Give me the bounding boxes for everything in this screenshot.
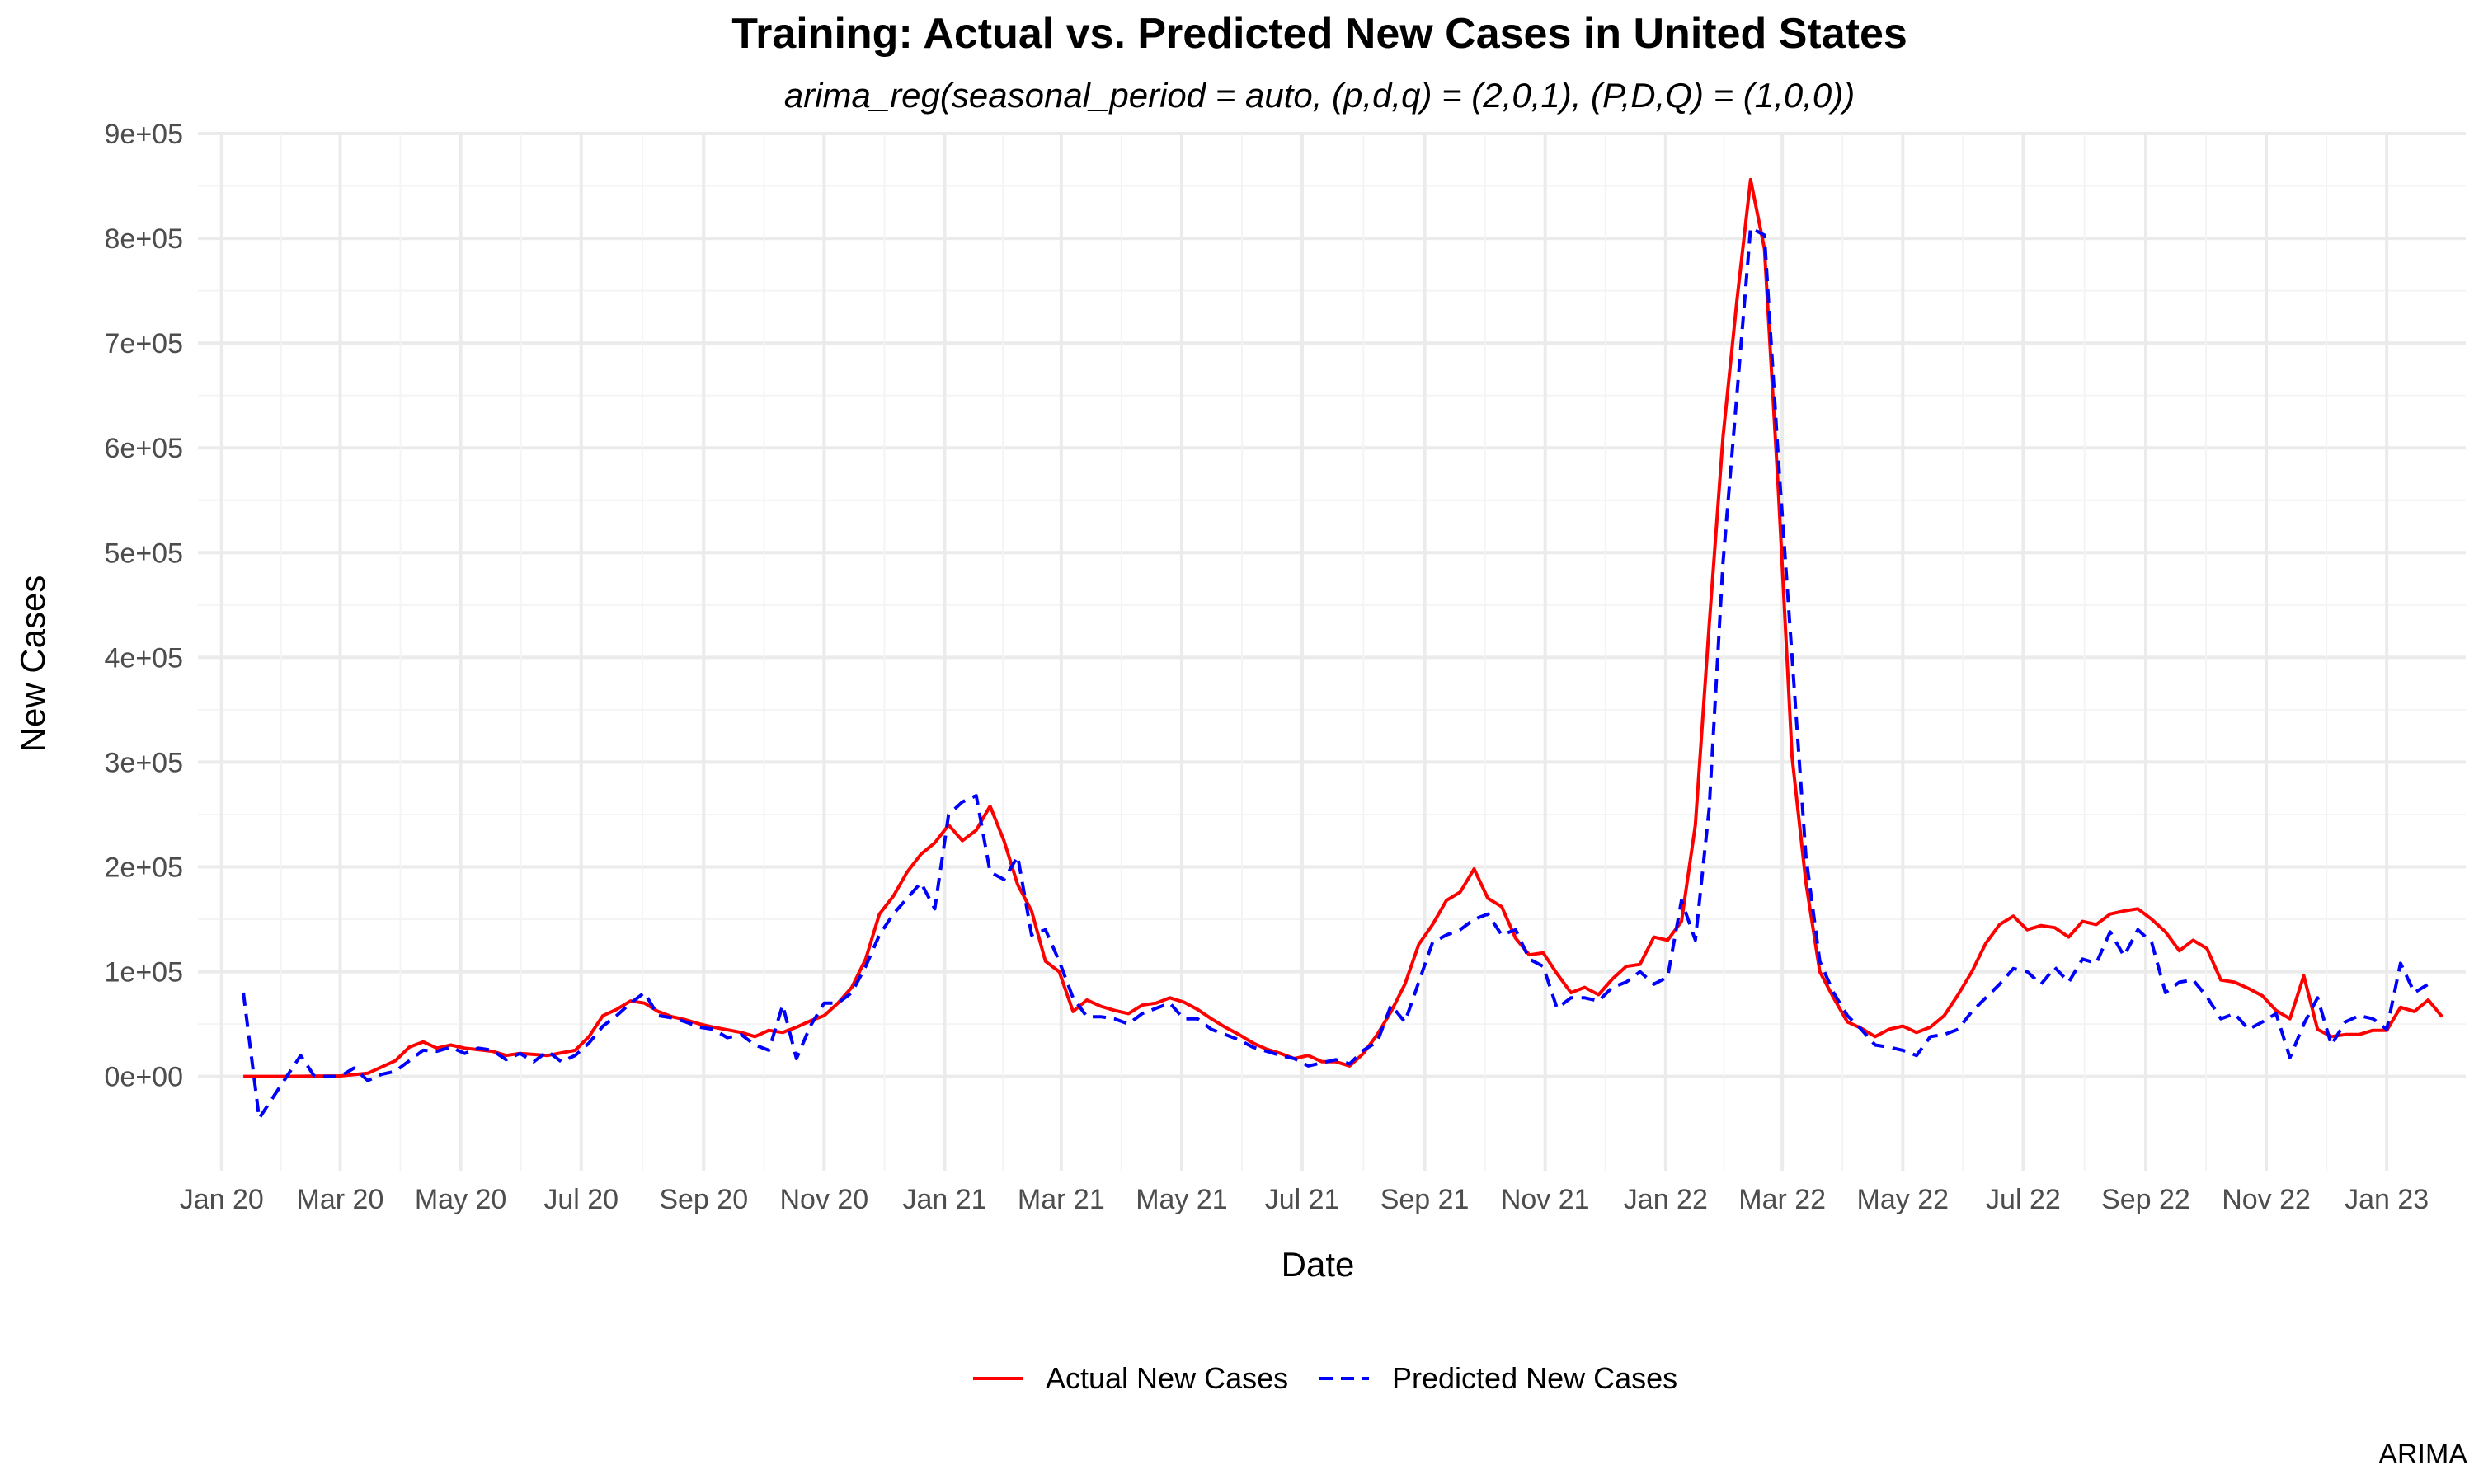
x-tick-label: Sep 20 [659, 1184, 748, 1215]
x-tick-label: Jan 23 [2345, 1184, 2429, 1215]
legend-label-actual: Actual New Cases [1046, 1361, 1288, 1395]
legend-label-predicted: Predicted New Cases [1392, 1361, 1677, 1395]
x-tick-label: Sep 22 [2101, 1184, 2190, 1215]
y-axis-ticks: 0e+00 1e+05 2e+05 3e+05 4e+05 5e+05 6e+05 7e+05… [105, 119, 184, 1093]
legend: Actual New Cases Predicted New Cases [973, 1361, 1677, 1395]
y-tick-label: 3e+05 [105, 747, 184, 778]
series-line-actual [243, 177, 2443, 1078]
chart-subtitle: arima_reg(seasonal_period = auto, (p,d,q… [784, 76, 1855, 115]
chart-caption: ARIMA [2378, 1439, 2467, 1470]
x-tick-label: Mar 22 [1738, 1184, 1826, 1215]
y-tick-label: 6e+05 [105, 433, 184, 464]
x-tick-label: Jan 21 [902, 1184, 986, 1215]
series-layer [242, 177, 2443, 1120]
y-axis-label: New Cases [13, 575, 52, 753]
y-tick-label: 8e+05 [105, 223, 184, 255]
y-tick-label: 1e+05 [105, 957, 184, 989]
x-tick-label: Jul 22 [1986, 1184, 2061, 1215]
y-tick-label: 7e+05 [105, 328, 184, 359]
y-tick-label: 2e+05 [105, 852, 184, 883]
x-tick-label: Nov 20 [779, 1184, 868, 1215]
x-tick-label: Nov 21 [1501, 1184, 1590, 1215]
y-tick-label: 9e+05 [105, 119, 184, 150]
grid [198, 132, 2466, 1171]
x-tick-label: Mar 21 [1018, 1184, 1105, 1215]
x-tick-label: May 20 [415, 1184, 507, 1215]
x-tick-label: Sep 21 [1380, 1184, 1470, 1215]
series-line-predicted [242, 226, 2429, 1120]
x-tick-label: Mar 20 [297, 1184, 384, 1215]
x-tick-label: May 21 [1136, 1184, 1228, 1215]
x-tick-label: Nov 22 [2222, 1184, 2311, 1215]
y-tick-label: 0e+00 [105, 1062, 184, 1093]
chart-title: Training: Actual vs. Predicted New Cases… [731, 10, 1907, 58]
y-tick-label: 4e+05 [105, 642, 184, 674]
x-tick-label: Jul 21 [1265, 1184, 1340, 1215]
y-tick-label: 5e+05 [105, 538, 184, 569]
x-tick-label: Jan 20 [180, 1184, 264, 1215]
x-tick-label: Jan 22 [1624, 1184, 1708, 1215]
x-axis-label: Date [1282, 1245, 1355, 1284]
x-axis-ticks: Jan 20 Mar 20 May 20 Jul 20 Sep 20 Nov 20 Jan … [180, 1184, 2429, 1215]
x-tick-label: May 22 [1857, 1184, 1950, 1215]
x-tick-label: Jul 20 [543, 1184, 618, 1215]
